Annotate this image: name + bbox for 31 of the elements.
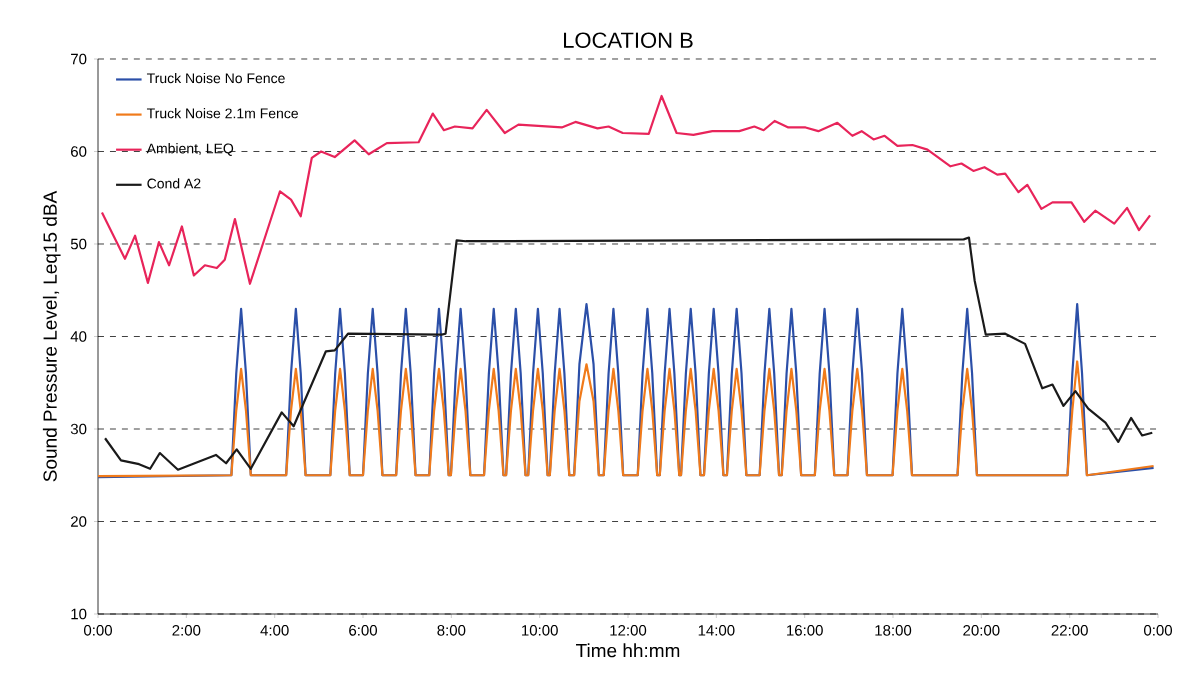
x-tick-label: 0:00	[1144, 625, 1173, 636]
x-tick-label: 20:00	[963, 625, 1000, 636]
x-tick-label: 8:00	[437, 625, 466, 636]
y-tick-label: 40	[70, 331, 87, 342]
line-series	[98, 303, 1155, 479]
line-series	[100, 94, 1152, 285]
y-tick-label: 30	[70, 423, 87, 435]
legend-label: Ambient, LEQ	[146, 143, 234, 156]
line-series	[103, 236, 1154, 471]
x-tick-label: 0:00	[84, 625, 112, 636]
y-tick-label: 70	[71, 53, 87, 65]
y-tick-label: 20	[71, 516, 87, 527]
x-tick-label: 10:00	[522, 625, 558, 636]
y-tick-label: 50	[70, 238, 87, 250]
line-series	[98, 360, 1155, 478]
x-tick-label: 16:00	[787, 625, 823, 636]
y-tick-label: 60	[71, 146, 87, 157]
x-tick-label: 4:00	[260, 625, 289, 636]
x-tick-label: 18:00	[875, 625, 912, 636]
x-tick-label: 6:00	[349, 625, 378, 636]
x-tick-label: 12:00	[610, 625, 647, 636]
x-tick-label: 22:00	[1051, 625, 1088, 636]
y-axis-title: Sound Pressure Level, Leq15 dBA	[42, 190, 61, 482]
chart-title: LOCATION B	[564, 32, 693, 48]
y-tick-label: 10	[71, 608, 87, 620]
x-tick-label: 2:00	[172, 625, 201, 636]
x-axis-title: Time hh:mm	[576, 643, 680, 658]
legend-label: Truck Noise No Fence	[146, 72, 285, 84]
x-tick-label: 14:00	[698, 625, 735, 636]
legend-label: Cond A2	[147, 178, 201, 189]
legend-label: Truck Noise 2.1m Fence	[146, 108, 298, 119]
